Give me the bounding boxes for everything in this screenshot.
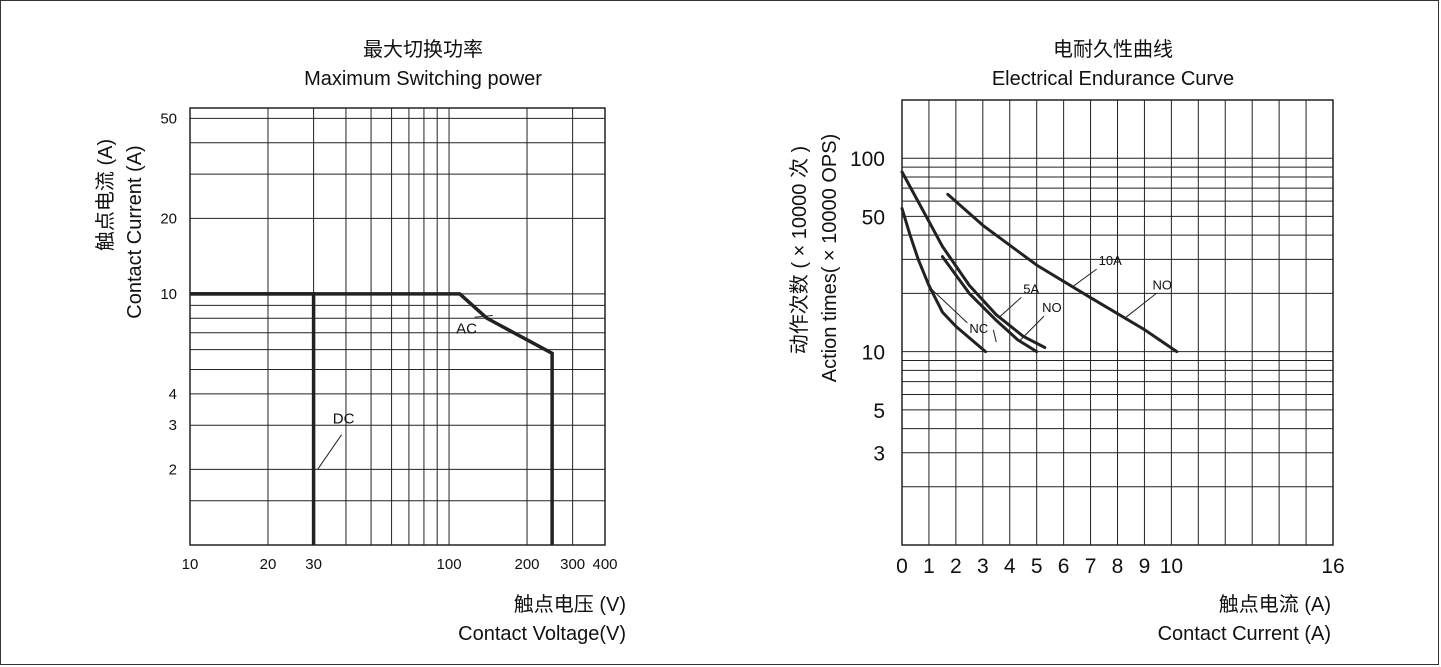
x-tick-label: 4 (1004, 555, 1016, 578)
annotation-no-5a: NO (1042, 300, 1062, 315)
x-tick-label: 6 (1058, 555, 1070, 578)
left-title: 最大切换功率 (363, 38, 483, 61)
y-tick-label: 20 (160, 210, 177, 227)
x-tick-label: 16 (1321, 555, 1344, 578)
annotation-5a: 5A (1023, 281, 1039, 296)
left-annotations: AC DC (317, 315, 493, 470)
x-tick-label: 0 (896, 555, 908, 578)
x-tick-label: 30 (305, 556, 322, 573)
right-xlabel: Contact Current (A) (1158, 623, 1331, 645)
chart-right: 电耐久性曲线 Electrical Endurance Curve 351050… (788, 38, 1345, 645)
left-x-ticks: 10 20 30 100 200 300 400 (182, 556, 618, 573)
right-ylabel-cn: 动作次数 ( × 10000 次 ) (788, 146, 811, 354)
annotation-ac-pointer (474, 315, 493, 318)
annotation-5a-pointer (998, 297, 1022, 318)
x-tick-label: 5 (1031, 555, 1043, 578)
annotation-ac: AC (456, 320, 477, 337)
x-tick-label: 1 (923, 555, 935, 578)
x-tick-label: 100 (437, 556, 462, 573)
annotation-10a: 10A (1099, 253, 1122, 268)
annotation-dc-pointer (317, 434, 343, 470)
left-subtitle: Maximum Switching power (304, 68, 542, 90)
left-xlabel: Contact Voltage(V) (458, 623, 626, 645)
annotation-dc: DC (333, 410, 355, 427)
x-tick-label: 2 (950, 555, 962, 578)
annotation-nc-pointer-1 (931, 288, 968, 324)
annotation-10a-pointer (1071, 268, 1097, 288)
chart-left: 最大切换功率 Maximum Switching power 2 3 4 10 20 50… (94, 38, 626, 645)
left-xlabel-cn: 触点电压 (V) (514, 593, 626, 616)
annotation-no-10a: NO (1153, 277, 1173, 292)
right-title: 电耐久性曲线 (1053, 38, 1173, 61)
right-series (900, 170, 1179, 354)
y-tick-label: 2 (169, 461, 177, 478)
x-tick-label: 10 (182, 556, 199, 573)
right-y-ticks: 3 5 10 50 100 (850, 148, 885, 466)
y-tick-label: 10 (862, 342, 885, 365)
x-tick-label: 10 (1160, 555, 1183, 578)
left-series (190, 292, 554, 545)
right-ylabel: Action times( × 10000 OPS) (819, 134, 841, 382)
y-tick-label: 4 (169, 386, 177, 403)
x-tick-label: 9 (1139, 555, 1151, 578)
left-y-ticks: 2 3 4 10 20 50 (160, 110, 177, 478)
x-tick-label: 3 (977, 555, 989, 578)
x-tick-label: 8 (1112, 555, 1124, 578)
series-line-2 (900, 206, 987, 354)
annotation-no-10a-pointer (1125, 292, 1157, 318)
y-tick-label: 3 (169, 417, 177, 434)
series-line-0 (946, 192, 1179, 354)
x-tick-label: 7 (1085, 555, 1097, 578)
right-xlabel-cn: 触点电流 (A) (1219, 593, 1331, 616)
right-subtitle: Electrical Endurance Curve (992, 68, 1234, 90)
left-ylabel-cn: 触点电流 (A) (94, 139, 117, 251)
left-plot-border (189, 107, 606, 546)
y-tick-label: 10 (160, 286, 177, 303)
annotation-no-5a-pointer (1020, 315, 1045, 341)
y-tick-label: 50 (160, 110, 177, 127)
right-x-ticks: 0 1 2 3 4 5 6 7 8 9 10 16 (896, 555, 1345, 578)
annotation-nc-pointer-2 (992, 329, 997, 343)
x-tick-label: 300 (560, 556, 585, 573)
y-tick-label: 5 (873, 400, 885, 423)
right-grid (901, 99, 1334, 546)
series-ac-line (190, 292, 554, 545)
x-tick-label: 400 (592, 556, 617, 573)
left-ylabel: Contact Current (A) (124, 145, 146, 318)
series-line-1 (900, 170, 1047, 349)
y-tick-label: 100 (850, 148, 885, 171)
x-tick-label: 200 (515, 556, 540, 573)
series-dc-line (190, 292, 316, 545)
y-tick-label: 50 (862, 206, 885, 229)
annotation-nc: NC (969, 321, 988, 336)
series-line-3 (940, 255, 1039, 354)
left-grid (189, 107, 606, 546)
y-tick-label: 3 (873, 443, 885, 466)
x-tick-label: 20 (260, 556, 277, 573)
